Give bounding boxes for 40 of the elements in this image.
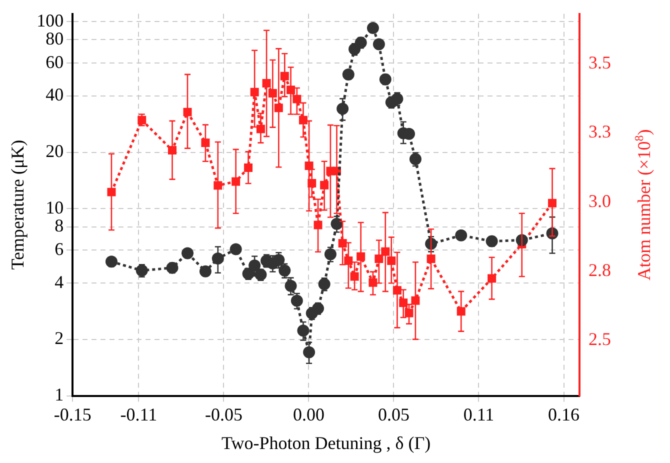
y-tick-label: 10 — [46, 197, 64, 218]
point — [199, 265, 212, 278]
y2-tick-label: 3.3 — [588, 122, 611, 142]
y2-tick-label: 2.5 — [588, 329, 611, 350]
x-tick-label: -0.11 — [120, 404, 158, 424]
y-tick-label: 60 — [46, 52, 64, 72]
point — [372, 38, 385, 50]
point — [324, 248, 336, 260]
x-tick-label: 0.00 — [292, 404, 324, 424]
point — [366, 22, 379, 34]
point — [230, 243, 242, 256]
x-tick-label: 0.11 — [463, 404, 494, 424]
y2-tick-label: 3.5 — [588, 52, 611, 72]
x-tick-label: 0.16 — [548, 404, 580, 424]
x-tick-label: -0.05 — [204, 404, 242, 424]
x-tick-label: -0.15 — [54, 404, 92, 424]
point — [336, 102, 349, 115]
y-tick-label: 6 — [54, 238, 64, 259]
point — [290, 294, 303, 307]
y-tick-label: 100 — [36, 10, 64, 30]
y-tick-label: 20 — [46, 141, 64, 162]
y-tick-label: 8 — [54, 216, 64, 236]
x-axis-title: Two-Photon Detuning , δ (Γ) — [221, 432, 431, 453]
point — [105, 256, 118, 268]
y-tick-label: 2 — [54, 328, 64, 348]
point — [486, 235, 498, 248]
y-axis-title: Temperature (μK) — [8, 140, 28, 270]
y2-tick-label: 2.8 — [588, 260, 611, 280]
point — [303, 346, 316, 358]
point — [182, 247, 194, 260]
point — [342, 68, 354, 81]
y-tick-label: 40 — [46, 84, 64, 105]
y2-axis-title: Atom number (×108) — [632, 129, 654, 280]
y2-tick-label: 3.0 — [588, 190, 611, 211]
y-tick-label: 80 — [46, 28, 64, 48]
x-tick-label: 0.05 — [378, 404, 410, 424]
point — [455, 229, 468, 242]
y-tick-label: 1 — [54, 384, 64, 405]
y-tick-label: 4 — [54, 272, 64, 292]
point — [379, 73, 392, 86]
